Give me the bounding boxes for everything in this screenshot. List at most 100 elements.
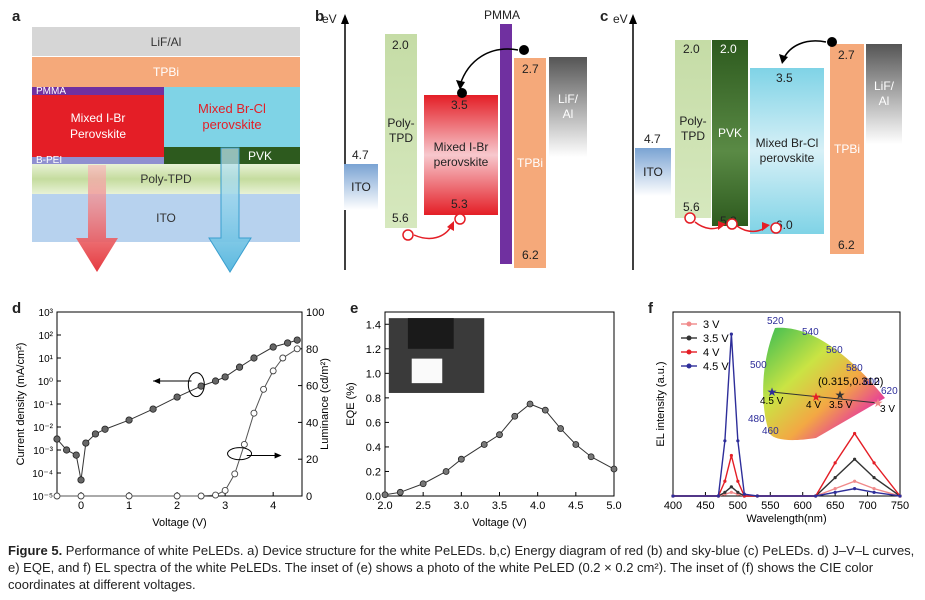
x-tick-label-e: 4.5 [568,500,583,512]
spectrum-point [671,494,675,498]
spectrum-point [872,490,876,494]
polytpd-label-b-2: TPD [389,131,413,145]
perovskite-label-b-1: Mixed I-Br [433,140,489,154]
layer-polytpd-label: Poly-TPD [140,172,192,186]
luminance-axis-arrowhead [274,452,282,459]
mixed-ibr-label-1: Mixed I-Br [70,111,126,125]
spectrum-point [729,485,733,489]
luminance-point [240,441,248,448]
ev-label-b: eV [322,12,337,26]
legend-label: 3.5 V [703,333,729,345]
energy-axis-b [341,14,349,270]
current-density-point [283,339,292,347]
y2-tick-label-d: 80 [306,344,318,356]
cie-point-marker: ★ [835,388,846,402]
ito-level-b: 4.7 [352,148,369,162]
cie-trajectory [771,391,879,404]
y-tick-label-d: 10⁻¹ [33,400,53,411]
spectrum-point [833,461,837,465]
x-tick-label-f: 550 [761,500,779,512]
x-tick-label-f: 400 [664,500,682,512]
spectrum-point [755,494,759,498]
y-tick-label-e: 1.4 [366,319,381,331]
x-tick-label-e: 2.5 [416,500,431,512]
cie-wavelength-label: 500 [750,360,767,371]
polytpd-bot-b: 5.6 [392,211,409,225]
lif-label-b-1: LiF/ [557,92,578,106]
pvk-label-c: PVK [717,125,742,140]
perovskite-label-b-2: perovskite [433,155,489,169]
spectrum-line [673,432,901,497]
y2-tick-label-d: 40 [306,417,318,429]
legend-label: 4.5 V [703,361,729,373]
eqe-point [396,488,404,496]
spectrum-point [736,490,740,494]
current-density-point [125,416,133,424]
x-tick-label-d: 3 [222,500,228,512]
current-density-point [77,476,85,484]
x-tick-label-f: 750 [891,500,909,512]
cie-point-label: 4.5 V [760,396,784,407]
perovskite-box-b: Mixed I-Br perovskite [424,95,498,215]
eqe-point [572,441,580,448]
spectrum-point [853,431,857,436]
x-tick-label-f: 500 [729,500,747,512]
luminance-point [77,492,85,500]
figure-caption: Figure 5. Performance of white PeLEDs. a… [8,542,918,593]
layer-pvk-label: PVK [247,148,272,163]
current-density-point [149,405,157,413]
spectrum-point [853,487,857,491]
eqe-point [511,412,519,420]
panel-label-e: e [350,300,359,317]
cie-diagram [763,327,885,441]
cie-wavelength-label: 540 [802,327,819,338]
y-tick-label-e: 0.8 [366,393,381,405]
x-tick-label-d: 4 [270,500,276,512]
cie-point-marker: ★ [767,385,778,399]
eqe-point [419,480,427,488]
eqe-point [541,406,549,414]
legend-label: 3 V [703,319,720,331]
spectrum-point [736,439,740,443]
x-tick-label-d: 0 [78,500,84,512]
x-axis-label-f: Wavelength(nm) [746,513,826,525]
cie-wavelength-label: 480 [748,414,765,425]
layer-mixed-brcl: Mixed Br-Cl perovskite [164,87,300,147]
current-density-point [197,382,205,390]
pvk-box-c: PVK [712,40,748,226]
current-density-point [91,430,100,438]
x-tick-label-e: 5.0 [606,500,621,512]
spectrum-point [853,457,857,461]
panel-label-c: c [600,8,609,25]
tpbi-label-c: TPBi [833,141,860,156]
layer-pmma [32,87,164,95]
luminance-point [231,470,239,478]
panel-label-b: b [315,8,325,25]
eqe-point [526,400,534,408]
luminance-axis-indicator [227,447,253,461]
legend-label: 4 V [703,347,720,359]
eqe-photo-inset [388,318,485,393]
legend-marker [686,335,692,341]
polytpd-label-c-2: TPD [681,129,705,143]
cie-wavelength-label: 580 [846,363,863,374]
polytpd-box-b: Poly- TPD [385,34,417,228]
legend-marker [686,349,692,355]
spectrum-point [723,439,727,443]
x-axis-label-e: Voltage (V) [472,517,526,529]
y2-axis-label-d: Luminance (cd/m²) [319,358,331,450]
lif-box-c: LiF/Al [866,44,902,144]
polytpd-label-c-1: Poly- [679,114,707,128]
red-emission-arrow [76,165,118,272]
lif-label-c-1: LiF/ [873,79,894,93]
layer-ito: ITO [32,194,300,242]
blue-emission-arrow [208,147,252,273]
current-density-point [101,425,109,433]
panel-label-a: a [12,8,21,25]
y-tick-label-d: 10⁰ [38,377,53,388]
current-axis-arrowhead [153,378,161,384]
x-axis-label-d: Voltage (V) [152,517,206,529]
current-density-point [269,343,277,351]
ito-box-c: ITO [635,148,671,196]
polytpd-top-c: 2.0 [683,42,700,56]
